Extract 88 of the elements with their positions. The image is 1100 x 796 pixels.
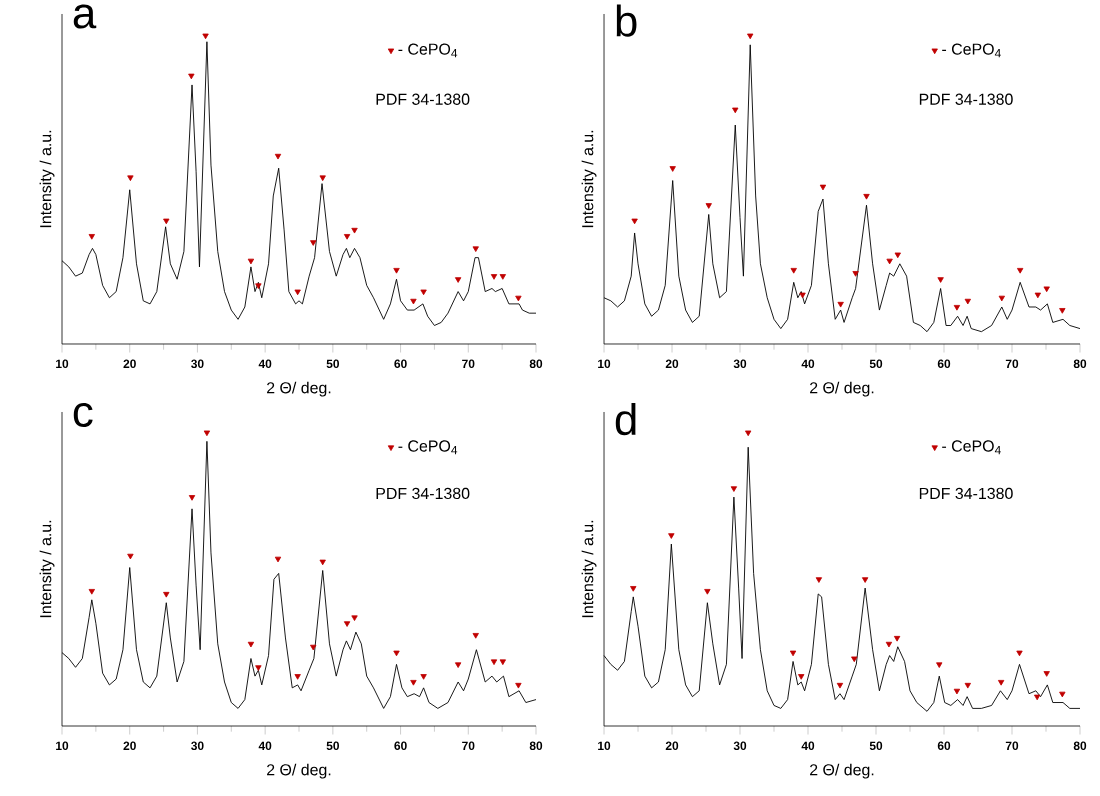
chart-title: d [615, 402, 636, 436]
point [472, 246, 479, 252]
point [294, 289, 301, 296]
point [393, 267, 400, 274]
point [1059, 691, 1066, 698]
point [274, 556, 282, 563]
point [893, 635, 901, 642]
point [393, 650, 400, 657]
point [1059, 308, 1066, 314]
point [310, 644, 317, 651]
point [937, 277, 944, 283]
point [789, 650, 797, 657]
point [310, 240, 317, 246]
point [88, 589, 95, 595]
point [815, 577, 823, 583]
point [851, 656, 858, 663]
point [127, 175, 134, 182]
point [953, 304, 961, 311]
point [953, 688, 961, 695]
point [294, 674, 301, 680]
point [420, 674, 427, 680]
point [127, 553, 134, 560]
point [420, 289, 427, 296]
point [188, 495, 196, 501]
point [1034, 292, 1041, 299]
point [454, 662, 462, 668]
point [202, 33, 209, 40]
point [1017, 267, 1024, 274]
point [515, 295, 522, 302]
point [747, 33, 754, 40]
point [490, 659, 498, 666]
point [1043, 671, 1050, 677]
point [631, 218, 638, 225]
point [998, 295, 1005, 302]
chart-title: c [73, 402, 93, 427]
point [1034, 694, 1041, 701]
point [669, 166, 676, 172]
point [319, 559, 326, 566]
point [410, 298, 417, 305]
point [705, 203, 712, 209]
point [704, 589, 711, 595]
point [1043, 286, 1050, 293]
point [837, 301, 844, 308]
point [852, 271, 859, 277]
point [886, 258, 893, 265]
point [188, 73, 195, 80]
point [515, 682, 522, 689]
point [163, 218, 170, 225]
point [454, 277, 462, 283]
point [885, 641, 893, 648]
point [255, 283, 262, 289]
chart-title: a [73, 4, 97, 29]
point [410, 679, 417, 686]
point [799, 292, 806, 299]
point [247, 641, 255, 648]
point [861, 577, 869, 583]
point [499, 659, 506, 666]
point [964, 682, 971, 689]
point [745, 430, 752, 437]
point [819, 184, 827, 191]
point [343, 621, 351, 627]
point [255, 665, 262, 671]
point [836, 682, 844, 689]
point [88, 234, 95, 240]
point [730, 486, 738, 492]
point [203, 430, 211, 437]
point [1016, 650, 1023, 657]
point [630, 586, 637, 592]
point [997, 679, 1005, 686]
point [472, 633, 479, 639]
point [894, 252, 901, 259]
point [319, 175, 326, 182]
point [274, 153, 282, 160]
chart-title: b [616, 4, 637, 37]
point [163, 591, 170, 598]
point [964, 298, 971, 305]
point [499, 274, 506, 280]
point [351, 615, 358, 622]
point [343, 234, 351, 240]
point [490, 274, 498, 280]
point [790, 267, 797, 274]
point [668, 533, 675, 539]
point [247, 258, 255, 265]
point [351, 227, 358, 234]
point [798, 674, 805, 680]
point [732, 107, 739, 114]
point [936, 662, 943, 668]
point [863, 193, 870, 200]
